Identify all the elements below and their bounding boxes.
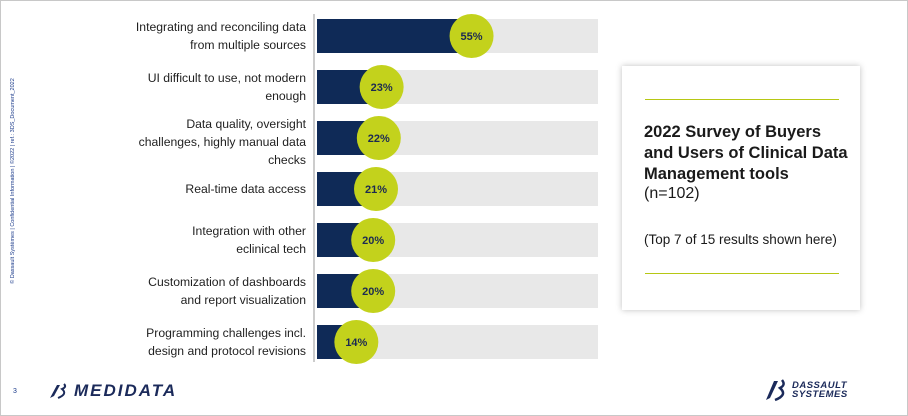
category-label: Integrating and reconciling data from mul… xyxy=(106,18,306,54)
category-label: Data quality, oversight challenges, highl… xyxy=(106,115,306,169)
bar xyxy=(317,19,472,53)
category-label: Customization of dashboards and report vi… xyxy=(106,273,306,309)
category-label: Programming challenges incl. design and p… xyxy=(106,324,306,360)
dassault-word-line2: SYSTEMES xyxy=(792,389,848,400)
dassault-logo: DASSAULT SYSTEMES xyxy=(763,377,848,403)
value-marker xyxy=(351,269,396,313)
category-label-line: Data quality, oversight xyxy=(186,117,306,131)
value-marker xyxy=(359,65,404,109)
category-label-line: challenges, highly manual data xyxy=(138,135,306,149)
category-label-line: eclinical tech xyxy=(236,242,306,256)
category-label: Real-time data access xyxy=(106,180,306,198)
panel-bottom-rule xyxy=(645,273,839,274)
panel-note: (Top 7 of 15 results shown here) xyxy=(644,232,837,247)
category-label-line: Customization of dashboards xyxy=(148,275,306,289)
data-label: 22% xyxy=(368,133,390,145)
data-label: 20% xyxy=(362,286,384,298)
category-label-line: Real-time data access xyxy=(185,182,306,196)
3ds-logo-icon xyxy=(50,383,67,399)
dassault-wordmark: DASSAULT SYSTEMES xyxy=(792,380,848,400)
category-label: UI difficult to use, not modern enough xyxy=(106,69,306,105)
data-label: 20% xyxy=(362,235,384,247)
survey-info-panel: 2022 Survey of Buyers and Users of Clini… xyxy=(622,66,860,310)
dassault-word-line1: DASSAULT xyxy=(792,380,848,391)
category-label-line: Integration with other xyxy=(192,224,306,238)
data-label: 23% xyxy=(371,82,393,94)
data-label: 21% xyxy=(365,184,387,196)
panel-sample-size: (n=102) xyxy=(644,185,700,202)
panel-top-rule xyxy=(645,99,839,100)
category-label-line: UI difficult to use, not modern xyxy=(147,71,306,85)
medidata-logo: MEDIDATA xyxy=(48,381,177,401)
category-label-line: from multiple sources xyxy=(190,38,306,52)
data-label: 14% xyxy=(345,337,367,349)
value-marker xyxy=(449,14,494,58)
category-label-line: enough xyxy=(265,89,306,103)
data-label: 55% xyxy=(461,31,483,43)
category-label: Integration with other eclinical tech xyxy=(106,222,306,258)
panel-title: 2022 Survey of Buyers and Users of Clini… xyxy=(644,123,848,183)
value-marker xyxy=(356,116,401,160)
value-marker xyxy=(354,167,399,211)
medidata-wordmark: MEDIDATA xyxy=(74,381,178,400)
category-label-line: design and protocol revisions xyxy=(148,344,306,358)
category-label-line: checks xyxy=(268,153,306,167)
category-label-line: Programming challenges incl. xyxy=(146,326,306,340)
category-label-line: and report visualization xyxy=(180,293,306,307)
value-marker xyxy=(351,218,396,262)
value-marker xyxy=(334,320,379,364)
page-number: 3 xyxy=(13,388,17,395)
category-label-line: Integrating and reconciling data xyxy=(135,20,306,34)
3ds-logo-icon xyxy=(766,379,785,402)
